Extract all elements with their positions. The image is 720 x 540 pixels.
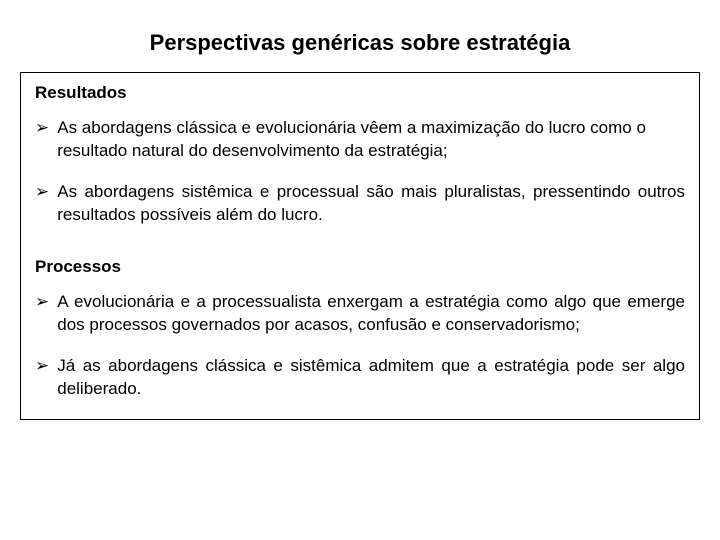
page-title: Perspectivas genéricas sobre estratégia — [20, 30, 700, 56]
bullet-text: Já as abordagens clássica e sistêmica ad… — [55, 355, 685, 401]
section-heading-resultados: Resultados — [35, 83, 685, 103]
content-box: Resultados ➢ As abordagens clássica e ev… — [20, 72, 700, 420]
list-item: ➢ As abordagens sistêmica e processual s… — [35, 181, 685, 227]
bullet-icon: ➢ — [35, 355, 49, 378]
section-heading-processos: Processos — [35, 257, 685, 277]
list-item: ➢ As abordagens clássica e evolucionária… — [35, 117, 685, 163]
bullet-text: A evolucionária e a processualista enxer… — [55, 291, 685, 337]
list-item: ➢ A evolucionária e a processualista enx… — [35, 291, 685, 337]
bullet-icon: ➢ — [35, 181, 49, 204]
bullet-text: As abordagens clássica e evolucionária v… — [55, 117, 685, 163]
bullet-text: As abordagens sistêmica e processual são… — [55, 181, 685, 227]
bullet-icon: ➢ — [35, 117, 49, 140]
bullet-icon: ➢ — [35, 291, 49, 314]
list-item: ➢ Já as abordagens clássica e sistêmica … — [35, 355, 685, 401]
